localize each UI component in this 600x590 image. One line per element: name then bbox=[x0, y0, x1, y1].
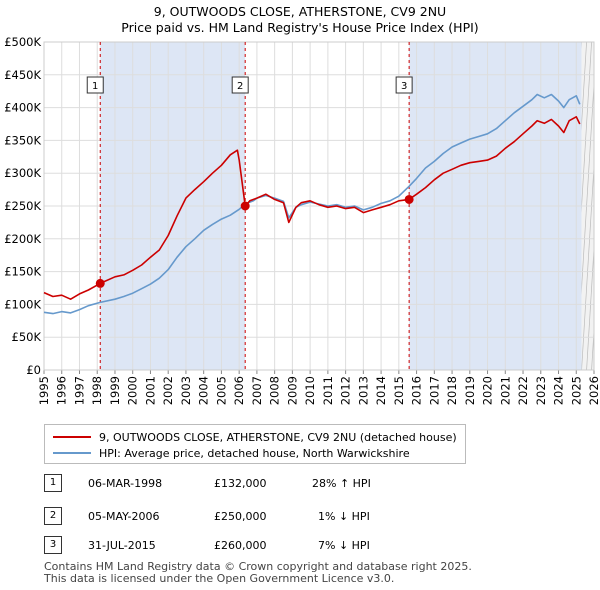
sale-hpi-diff: 7% ↓ HPI bbox=[318, 539, 370, 552]
x-tick-label: 1995 bbox=[37, 376, 51, 405]
x-tick-label: 2011 bbox=[321, 376, 335, 405]
x-tick-label: 2010 bbox=[303, 376, 317, 405]
sale-date: 31-JUL-2015 bbox=[88, 539, 156, 552]
sale-date: 06-MAR-1998 bbox=[88, 477, 163, 490]
x-tick-label: 2017 bbox=[427, 376, 441, 405]
x-tick-label: 2018 bbox=[445, 376, 459, 405]
y-tick-label: £250K bbox=[4, 199, 41, 213]
sale-number: 1 bbox=[44, 474, 62, 492]
y-tick-label: £350K bbox=[4, 133, 41, 147]
chart-title: 9, OUTWOODS CLOSE, ATHERSTONE, CV9 2NU bbox=[153, 4, 447, 19]
x-tick-label: 2024 bbox=[552, 376, 566, 405]
sale-hpi-diff: 1% ↓ HPI bbox=[318, 510, 370, 523]
y-tick-label: £300K bbox=[4, 166, 41, 180]
future-hatch bbox=[581, 42, 592, 212]
footer-copyright: Contains HM Land Registry data © Crown c… bbox=[44, 560, 472, 573]
sale-badge bbox=[395, 76, 413, 94]
legend-label-property: 9, OUTWOODS CLOSE, ATHERSTONE, CV9 2NU (… bbox=[99, 430, 457, 444]
footer-licence: This data is licensed under the Open Gov… bbox=[44, 572, 395, 585]
sale-badge-label: 3 bbox=[401, 81, 407, 92]
x-tick-label: 2000 bbox=[126, 376, 140, 405]
plot-border bbox=[43, 41, 595, 371]
legend-swatch-hpi bbox=[53, 452, 91, 454]
y-tick-label: £50K bbox=[12, 330, 42, 344]
x-tick-label: 2012 bbox=[339, 376, 353, 405]
sale-price: £250,000 bbox=[214, 510, 267, 523]
sale-price: £260,000 bbox=[214, 539, 267, 552]
sale-badge-label: 1 bbox=[92, 81, 98, 92]
future-hatch bbox=[586, 242, 594, 370]
x-tick-label: 1996 bbox=[55, 376, 69, 405]
x-tick-label: 2020 bbox=[481, 376, 495, 405]
chart-subtitle: Price paid vs. HM Land Registry's House … bbox=[121, 20, 479, 35]
sale-point bbox=[240, 201, 250, 211]
sale-number: 2 bbox=[44, 507, 62, 525]
x-tick-label: 2021 bbox=[498, 376, 512, 405]
x-tick-label: 2008 bbox=[268, 376, 282, 405]
future-hatch bbox=[597, 42, 600, 370]
y-tick-label: £400K bbox=[4, 101, 41, 115]
x-tick-label: 2013 bbox=[356, 376, 370, 405]
x-tick-label: 2023 bbox=[534, 376, 548, 405]
sale-badge bbox=[86, 76, 104, 94]
legend: 9, OUTWOODS CLOSE, ATHERSTONE, CV9 2NU (… bbox=[44, 424, 466, 464]
x-tick-label: 2001 bbox=[143, 376, 157, 405]
x-tick-label: 2016 bbox=[410, 376, 424, 405]
legend-label-hpi: HPI: Average price, detached house, Nort… bbox=[99, 446, 410, 460]
x-tick-label: 2026 bbox=[587, 376, 600, 405]
x-tick-label: 2005 bbox=[214, 376, 228, 405]
sale-price: £132,000 bbox=[214, 477, 267, 490]
x-tick-label: 2007 bbox=[250, 376, 264, 405]
legend-item-property: 9, OUTWOODS CLOSE, ATHERSTONE, CV9 2NU (… bbox=[53, 430, 457, 444]
y-tick-label: £450K bbox=[4, 68, 41, 82]
future-hatch bbox=[581, 42, 587, 130]
property-price-line bbox=[43, 116, 581, 301]
x-tick-label: 1999 bbox=[108, 376, 122, 405]
y-tick-label: £200K bbox=[4, 232, 41, 246]
x-tick-label: 1997 bbox=[72, 376, 86, 405]
x-tick-label: 2015 bbox=[392, 376, 406, 405]
sale-hpi-diff: 28% ↑ HPI bbox=[312, 477, 371, 490]
x-tick-label: 2014 bbox=[374, 376, 388, 405]
x-tick-label: 2009 bbox=[285, 376, 299, 405]
x-tick-label: 2006 bbox=[232, 376, 246, 405]
table-row: 2 05-MAY-2006 £250,000 1% ↓ HPI bbox=[44, 507, 464, 527]
x-tick-label: 2019 bbox=[463, 376, 477, 405]
sale-point bbox=[95, 278, 105, 288]
y-tick-label: £0 bbox=[26, 363, 41, 377]
y-tick-label: £100K bbox=[4, 297, 41, 311]
table-row: 1 06-MAR-1998 £132,000 28% ↑ HPI bbox=[44, 474, 464, 494]
y-tick-label: £500K bbox=[4, 35, 41, 49]
sale-badge bbox=[231, 76, 249, 94]
sale-point bbox=[404, 194, 414, 204]
x-tick-label: 2002 bbox=[161, 376, 175, 405]
sale-date: 05-MAY-2006 bbox=[88, 510, 160, 523]
x-tick-label: 1998 bbox=[90, 376, 104, 405]
x-tick-label: 2022 bbox=[516, 376, 530, 405]
price-chart: £0 £50K £100K £150K £200K £250K £300K £350K £400… bbox=[4, 35, 600, 405]
table-row: 3 31-JUL-2015 £260,000 7% ↓ HPI bbox=[44, 536, 464, 556]
y-tick-label: £150K bbox=[4, 265, 41, 279]
legend-swatch-property bbox=[53, 436, 91, 438]
x-tick-label: 2004 bbox=[197, 376, 211, 405]
legend-item-hpi: HPI: Average price, detached house, Nort… bbox=[53, 446, 410, 460]
x-tick-label: 2025 bbox=[569, 376, 583, 405]
sale-badge-label: 2 bbox=[237, 81, 243, 92]
footer: Contains HM Land Registry data © Crown c… bbox=[44, 561, 472, 585]
sale-number: 3 bbox=[44, 536, 62, 554]
x-tick-label: 2003 bbox=[179, 376, 193, 405]
